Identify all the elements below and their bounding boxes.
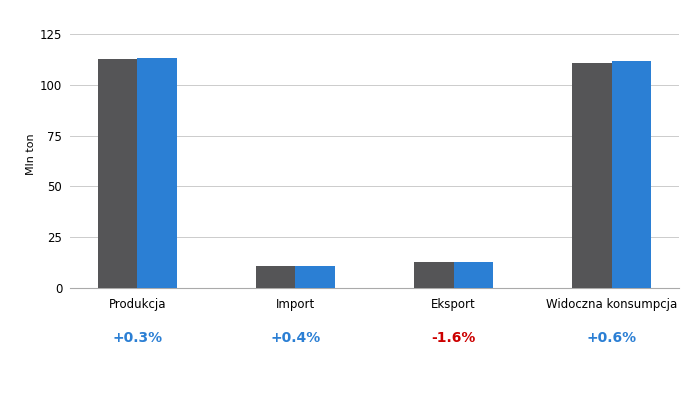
Text: +0.6%: +0.6% [587,331,637,345]
Bar [98,58,137,288]
Text: +0.4%: +0.4% [270,331,321,345]
Y-axis label: Mln ton: Mln ton [26,133,36,175]
Bar [454,262,493,288]
Text: -1.6%: -1.6% [431,331,476,345]
Bar [295,266,335,288]
Bar [256,266,295,288]
Bar [137,58,177,288]
Bar [572,63,612,288]
Bar [414,262,454,288]
Text: +0.3%: +0.3% [112,331,162,345]
Bar [612,61,651,288]
